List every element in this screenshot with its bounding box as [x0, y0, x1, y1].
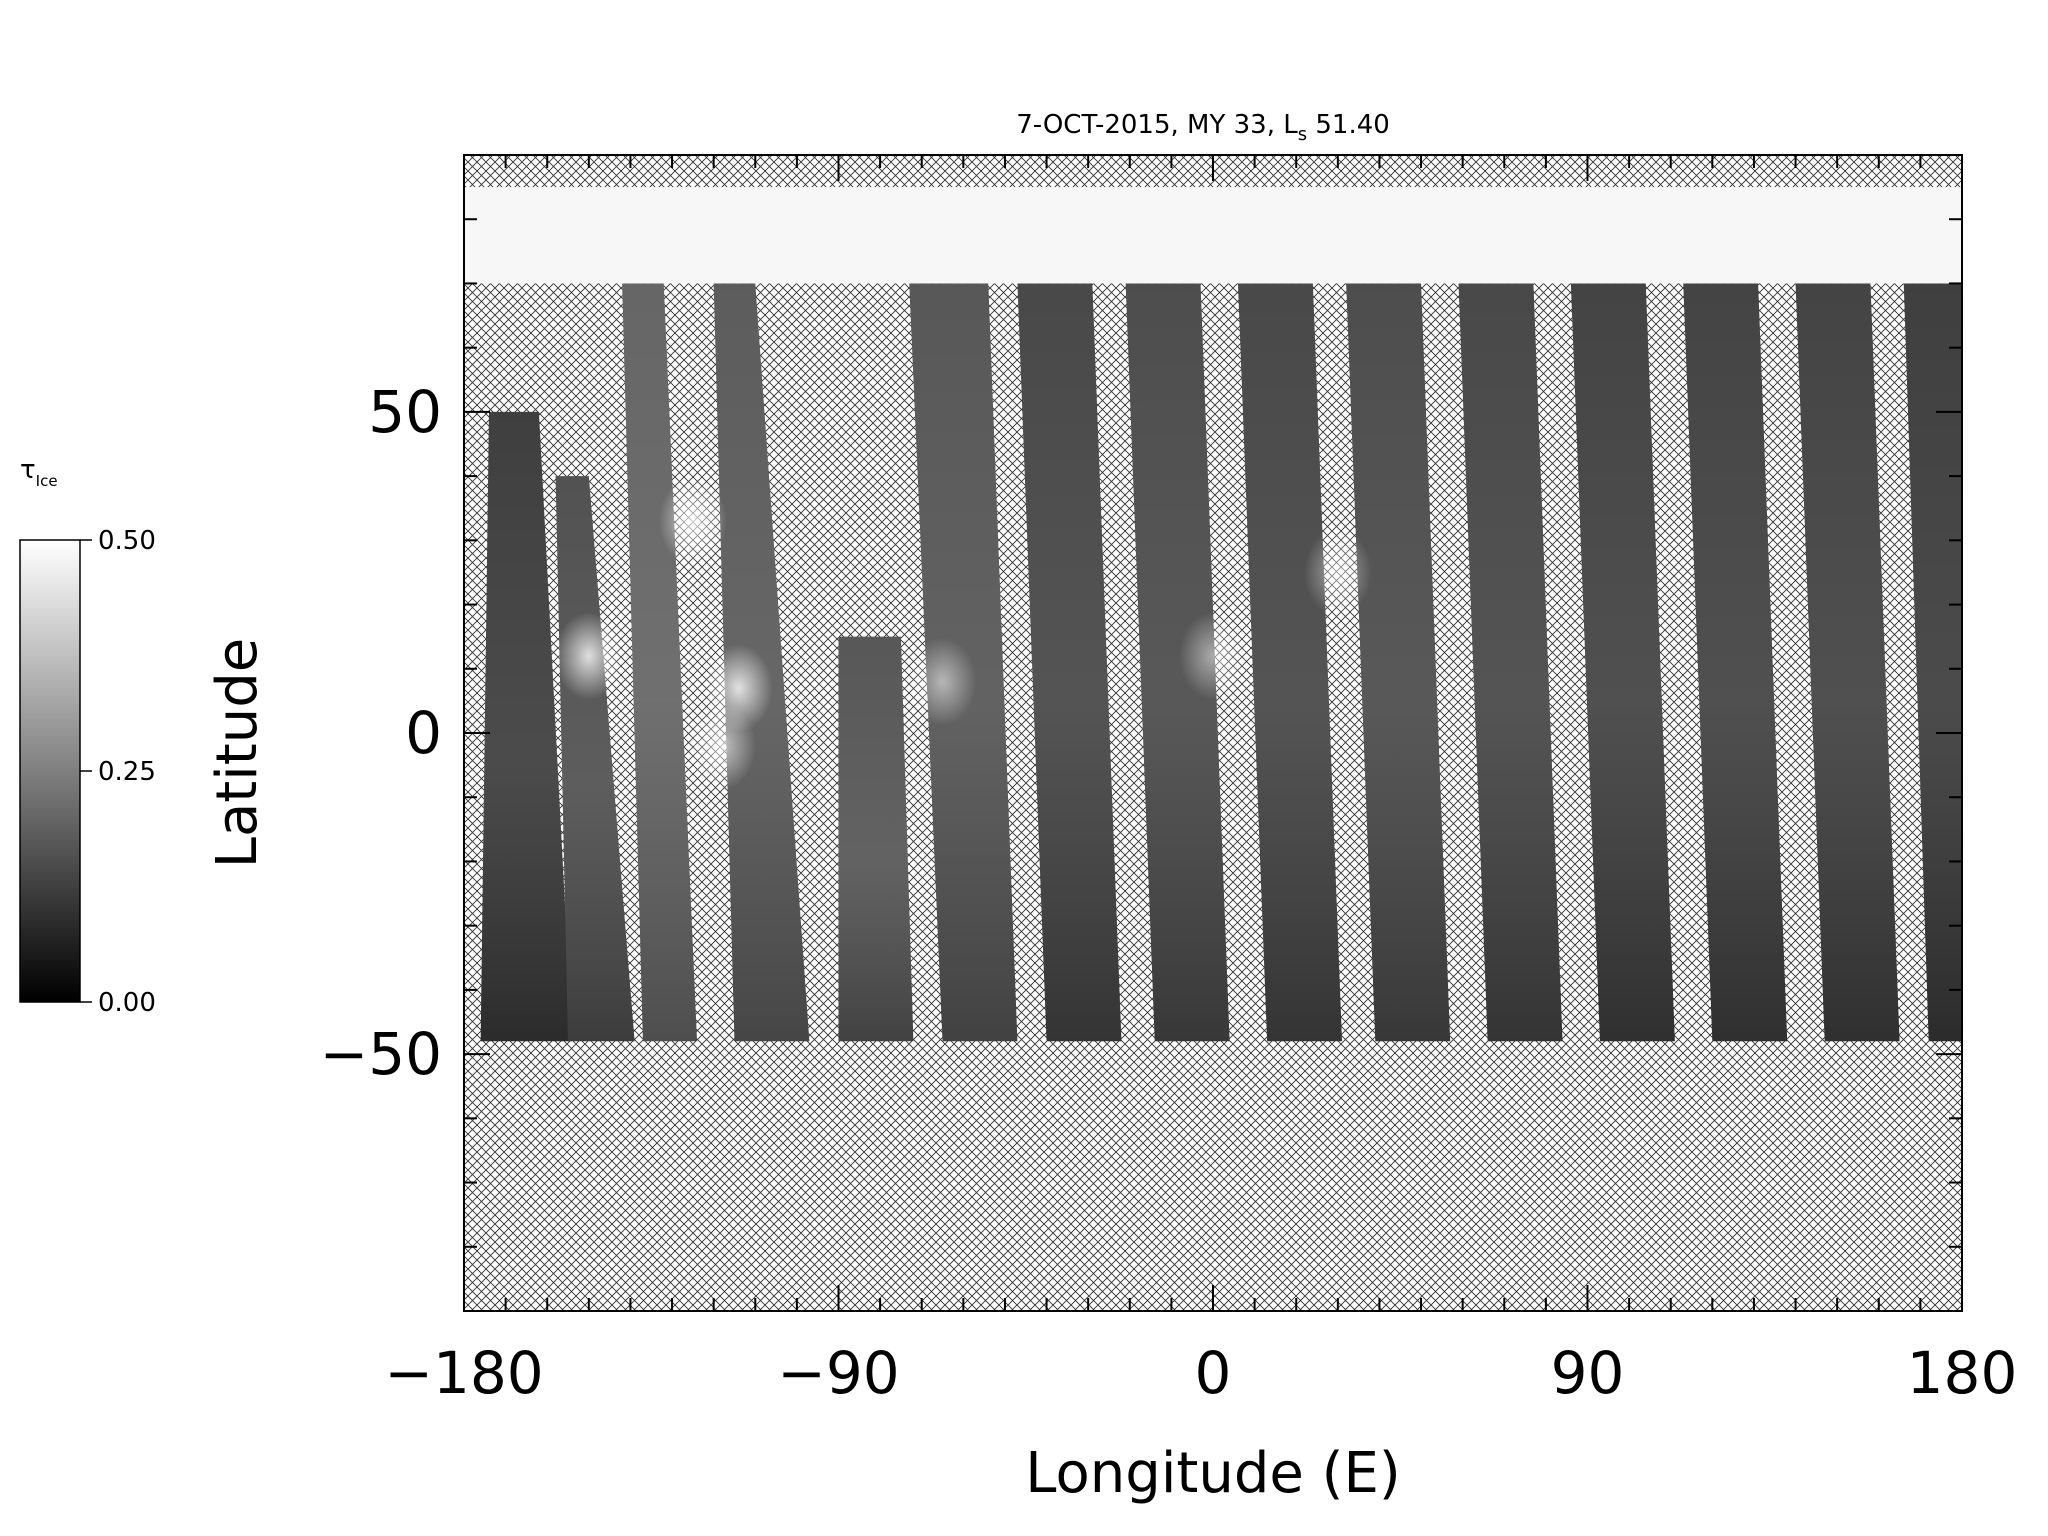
swath-shade-15: [1903, 283, 1962, 1042]
colorbar-tick-label: 0.25: [98, 757, 156, 787]
swath-shade-5: [838, 636, 914, 1042]
swath-shade-8: [1125, 283, 1230, 1042]
polar-ice-cap: [464, 187, 1962, 284]
axis-ticks: [463, 154, 1963, 1312]
colorbar-label-subscript: Ice: [36, 472, 58, 490]
x-tick-label: −180: [384, 1339, 543, 1407]
x-tick-label: 180: [1907, 1339, 2018, 1407]
chart-title: 7-OCT-2015, MY 33, Ls 51.40: [1016, 110, 1390, 145]
x-axis-label: Longitude (E): [1025, 1441, 1400, 1506]
plot-area: [463, 154, 1963, 1312]
colorbar-label: τIce: [20, 455, 58, 490]
colorbar-tick-label: 0.00: [98, 988, 156, 1018]
title-main: 7-OCT-2015, MY 33, L: [1016, 110, 1298, 140]
swath-shade-12: [1570, 283, 1675, 1042]
title-value: 51.40: [1307, 110, 1390, 140]
swath-shade-9: [1237, 283, 1342, 1042]
swath-shade-14: [1795, 283, 1900, 1042]
y-tick-label: 0: [405, 699, 442, 767]
colorbar-gradient: [19, 539, 81, 1003]
x-tick-label: 0: [1195, 1339, 1232, 1407]
cloud-patch-4: [687, 701, 756, 790]
y-tick-label: −50: [320, 1020, 442, 1088]
x-tick-labels: −180 −90 0 90 180: [384, 1339, 2017, 1407]
cloud-patch-1: [554, 611, 623, 700]
title-subscript: s: [1298, 124, 1307, 145]
cloud-patch-5: [908, 637, 977, 726]
x-tick-label: 90: [1551, 1339, 1625, 1407]
colorbar: τIce 0.00 0.25 0.50: [19, 455, 156, 1018]
x-tick-label: −90: [777, 1339, 899, 1407]
colorbar-label-tau: τ: [20, 455, 36, 485]
cloud-patch-2: [658, 477, 727, 566]
swath-shade-10: [1346, 283, 1451, 1042]
y-axis-label: Latitude: [205, 638, 270, 868]
swath-shade-7: [1017, 283, 1122, 1042]
cloud-patch-7: [1303, 528, 1372, 617]
swath-shade-3: [622, 283, 698, 1042]
swath-shade-11: [1458, 283, 1563, 1042]
colorbar-tick-label: 0.50: [98, 526, 156, 556]
swath-shade-1: [480, 411, 573, 1042]
y-tick-label: 50: [368, 378, 442, 446]
cloud-patches: [554, 477, 1372, 790]
cloud-patch-6: [1179, 611, 1247, 700]
colorbar-ticks: 0.00 0.25 0.50: [80, 526, 156, 1018]
y-tick-labels: −50 0 50: [320, 378, 442, 1088]
swath-shade-13: [1683, 283, 1788, 1042]
